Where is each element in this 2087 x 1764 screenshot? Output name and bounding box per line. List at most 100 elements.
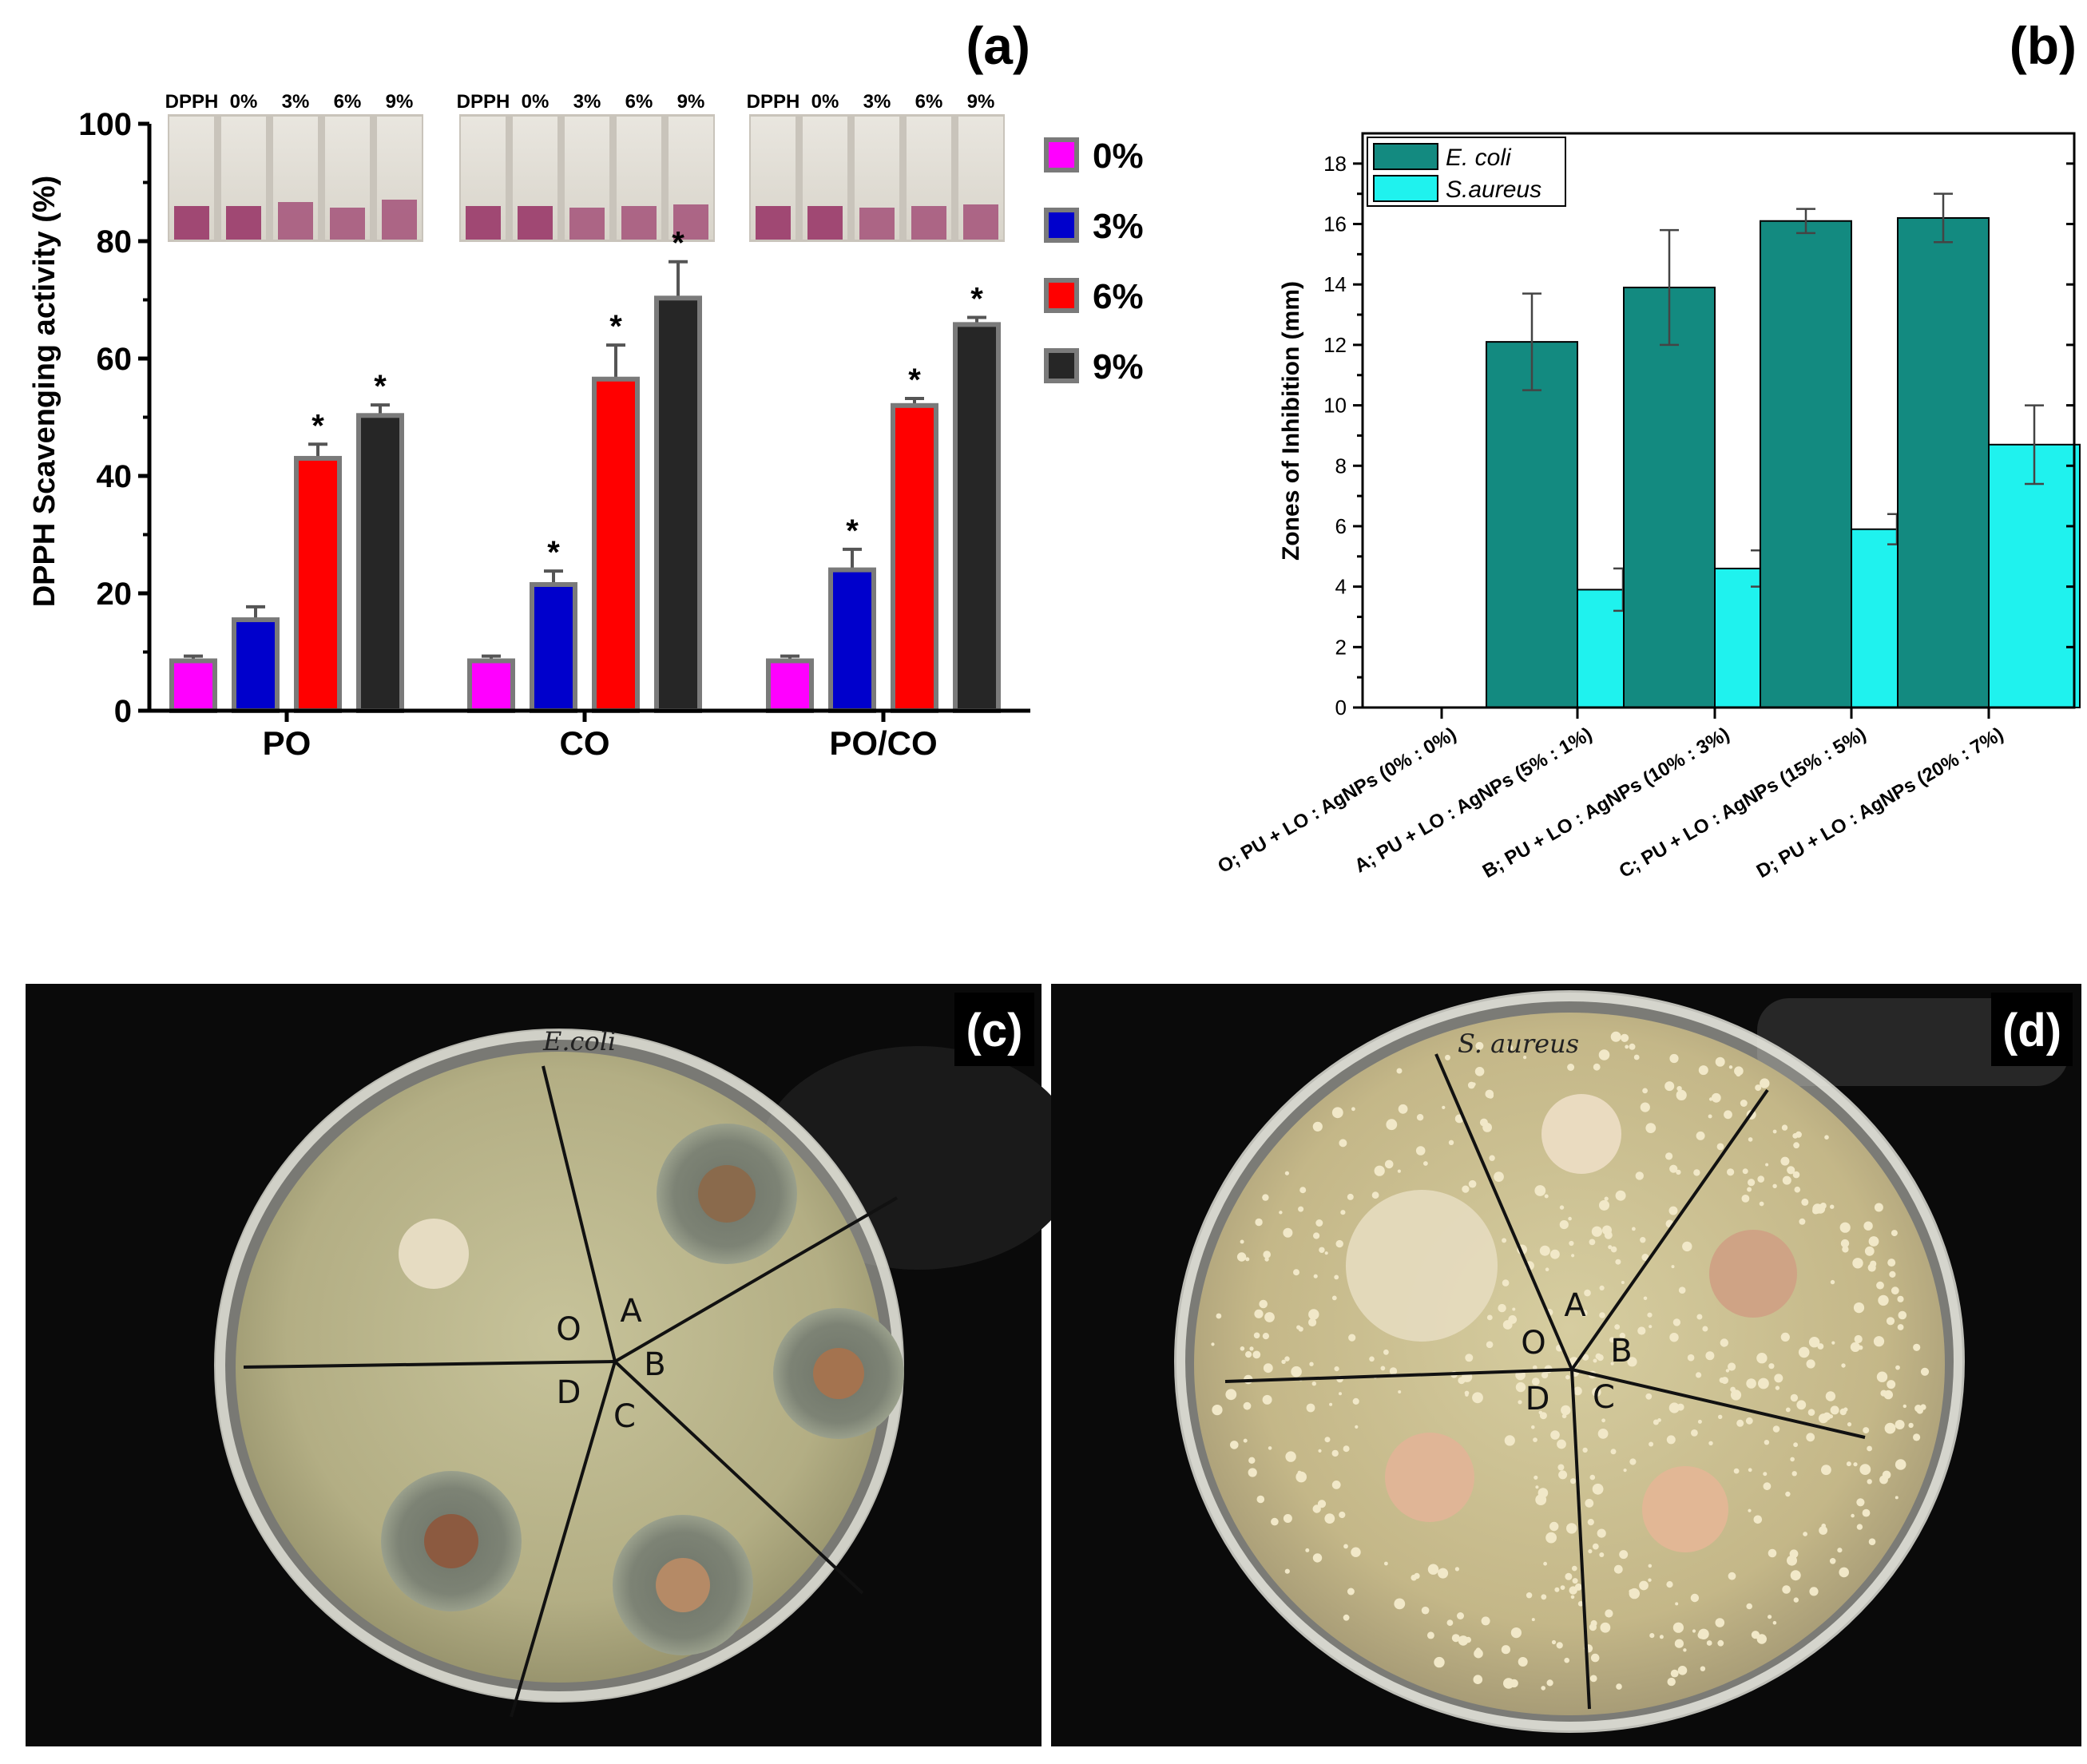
colony bbox=[1715, 1056, 1725, 1067]
colony bbox=[1867, 1445, 1873, 1452]
bar-b-0-2 bbox=[1623, 286, 1716, 708]
colony bbox=[1640, 1237, 1646, 1243]
colony bbox=[1518, 1400, 1522, 1405]
legend-a: 0% 3% 6% 9% bbox=[1044, 137, 1144, 386]
colony bbox=[1597, 1354, 1604, 1362]
colony bbox=[1863, 1221, 1873, 1231]
colony bbox=[1756, 1634, 1767, 1644]
colony bbox=[1597, 1429, 1609, 1439]
colony bbox=[1854, 1334, 1863, 1344]
colony bbox=[1263, 1363, 1273, 1374]
colony bbox=[1768, 1363, 1775, 1370]
colony bbox=[1615, 1190, 1626, 1201]
colony bbox=[1512, 1307, 1516, 1311]
colony bbox=[1670, 1669, 1679, 1678]
colony bbox=[1790, 1570, 1801, 1581]
colony bbox=[1587, 1519, 1594, 1526]
colony bbox=[1801, 1198, 1809, 1206]
sector-lines bbox=[1224, 1053, 1866, 1710]
colony bbox=[1639, 1580, 1649, 1591]
colony bbox=[1763, 1482, 1772, 1491]
colony bbox=[1434, 1656, 1445, 1668]
colony bbox=[1351, 1547, 1361, 1557]
colony bbox=[1664, 1081, 1675, 1092]
colony bbox=[1544, 1194, 1549, 1199]
colony bbox=[1696, 1314, 1703, 1320]
vial-liquid bbox=[518, 206, 553, 240]
colony bbox=[1687, 1354, 1695, 1362]
colony bbox=[1331, 1295, 1337, 1301]
colony bbox=[1672, 1318, 1681, 1326]
colony bbox=[1897, 1295, 1904, 1302]
colony bbox=[1819, 1526, 1828, 1535]
colony bbox=[1416, 1114, 1424, 1121]
colony bbox=[1676, 1403, 1684, 1411]
colony bbox=[1324, 1437, 1331, 1443]
colony bbox=[1809, 1587, 1819, 1596]
colony bbox=[1782, 1175, 1791, 1185]
vial-liquid bbox=[756, 206, 791, 240]
colony bbox=[1648, 1564, 1653, 1568]
colony bbox=[1473, 1675, 1483, 1684]
colony bbox=[1384, 1159, 1394, 1169]
vial-liquid bbox=[382, 200, 417, 240]
colony bbox=[1883, 1389, 1893, 1400]
colony bbox=[1295, 1471, 1307, 1483]
colony bbox=[1535, 1485, 1539, 1489]
y-tick-label-b: 14 bbox=[1323, 272, 1347, 296]
colony bbox=[1674, 1639, 1684, 1648]
colony bbox=[1565, 1572, 1573, 1580]
colony bbox=[1331, 1481, 1341, 1489]
colony bbox=[1582, 1447, 1588, 1453]
colony bbox=[1916, 1407, 1923, 1414]
colony bbox=[1790, 1457, 1795, 1462]
colony bbox=[1846, 1461, 1851, 1467]
x-category-label-b: A; PU + LO : AgNPs (5% : 1%) bbox=[1351, 723, 1596, 878]
colony bbox=[1856, 1524, 1863, 1530]
colony bbox=[1262, 1394, 1272, 1405]
colony bbox=[1696, 1131, 1705, 1140]
colony bbox=[1225, 1389, 1237, 1401]
sample-disc-b bbox=[1709, 1230, 1797, 1318]
panel-b-chart: (b) 0 2 4 6 8 10 12 14 16 18 O; PU + LO : AgNPs (0… bbox=[1214, 16, 2081, 882]
colony bbox=[1557, 1439, 1566, 1449]
significance-star-a: * bbox=[547, 535, 560, 570]
colony bbox=[1891, 1230, 1898, 1237]
colony bbox=[1775, 1385, 1780, 1390]
colony bbox=[1697, 1419, 1702, 1424]
colony bbox=[1334, 1274, 1339, 1280]
colony bbox=[1585, 1499, 1594, 1508]
significance-star-a: * bbox=[908, 363, 921, 398]
colony bbox=[1791, 1471, 1797, 1477]
vial-liquid bbox=[621, 206, 657, 240]
colony bbox=[1666, 1581, 1673, 1588]
colony bbox=[1604, 1231, 1613, 1239]
colony bbox=[1666, 1435, 1676, 1445]
y-tick-label-a: 40 bbox=[97, 459, 133, 494]
bar-6pct-PO bbox=[294, 455, 342, 713]
colony bbox=[1878, 1294, 1889, 1306]
colony bbox=[1298, 1206, 1304, 1212]
colony bbox=[1856, 1498, 1865, 1507]
colony bbox=[1839, 1567, 1849, 1578]
colony bbox=[1887, 1259, 1896, 1267]
colony bbox=[1724, 1110, 1732, 1120]
colony bbox=[1798, 1346, 1810, 1358]
colony bbox=[1573, 1386, 1582, 1396]
colony bbox=[1502, 1279, 1510, 1286]
colony bbox=[1599, 1285, 1605, 1290]
colony bbox=[1498, 1303, 1506, 1313]
legend-swatch-a bbox=[1044, 348, 1079, 383]
colony bbox=[1793, 1597, 1799, 1603]
colony bbox=[1315, 1219, 1323, 1227]
colony bbox=[1736, 1419, 1744, 1427]
colony bbox=[1690, 1593, 1700, 1603]
sector-label-d: A bbox=[1564, 1287, 1586, 1324]
sector-label-d: B bbox=[1610, 1333, 1632, 1370]
colony bbox=[1781, 1124, 1788, 1131]
colony bbox=[1793, 1142, 1800, 1149]
colony bbox=[1610, 1031, 1621, 1042]
colony bbox=[1794, 1186, 1801, 1193]
colony bbox=[1700, 1666, 1706, 1671]
